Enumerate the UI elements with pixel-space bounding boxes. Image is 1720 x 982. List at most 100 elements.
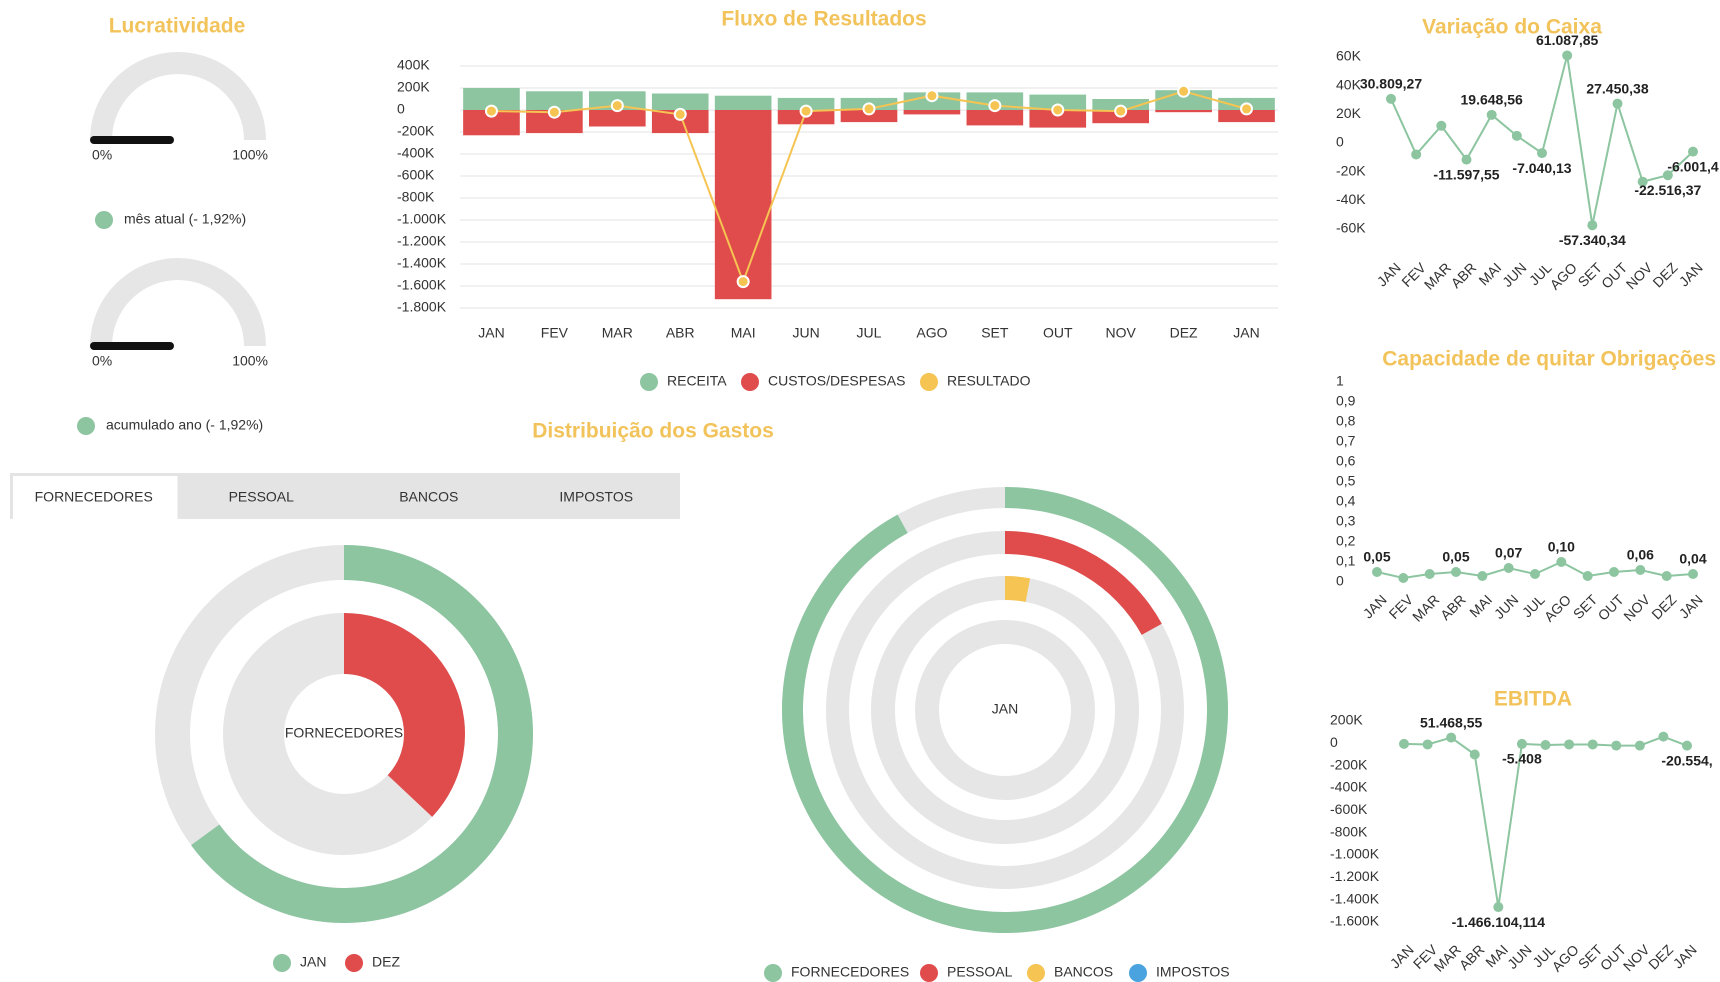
tab[interactable]: BANCOS — [399, 489, 458, 505]
y-tick-label: 0,9 — [1336, 393, 1356, 409]
y-tick-label: -600K — [1330, 801, 1368, 817]
legend-marker — [920, 373, 938, 391]
x-tick-label: JUL — [857, 325, 882, 341]
y-tick-label: 20K — [1336, 105, 1362, 121]
y-tick-label: 60K — [1336, 48, 1362, 64]
legend-label: DEZ — [372, 954, 400, 970]
line-point — [484, 104, 498, 118]
chart-title: Fluxo de Resultados — [721, 8, 926, 31]
line-point — [1516, 738, 1527, 749]
legend-label: RECEITA — [667, 373, 727, 389]
x-tick-label: ABR — [1448, 259, 1480, 291]
legend-marker — [273, 954, 291, 972]
data-label: 0,05 — [1442, 549, 1469, 565]
y-tick-label: -200K — [397, 123, 435, 139]
y-tick-label: 0 — [397, 101, 405, 117]
ring-track — [915, 620, 1095, 800]
y-tick-label: 0,5 — [1336, 473, 1356, 489]
legend-marker — [1129, 964, 1147, 982]
y-tick-label: -1.400K — [397, 255, 447, 271]
x-tick-label: OUT — [1598, 259, 1631, 292]
line-point — [1469, 749, 1480, 760]
x-tick-label: MAI — [1475, 259, 1504, 288]
line-point — [1493, 902, 1504, 913]
y-tick-label: -1.600K — [397, 277, 447, 293]
line-point — [1436, 120, 1447, 131]
y-tick-label: -1.200K — [397, 233, 447, 249]
bar — [588, 110, 646, 127]
y-tick-label: -800K — [397, 189, 435, 205]
legend-marker — [345, 954, 363, 972]
y-tick-label: -40K — [1336, 191, 1366, 207]
gauge-min-label: 0% — [92, 353, 112, 369]
gauge-track — [90, 52, 266, 140]
gauge-max-label: 100% — [232, 147, 268, 163]
y-tick-label: -600K — [397, 167, 435, 183]
x-tick-label: JUN — [1504, 941, 1535, 972]
legend-marker — [764, 964, 782, 982]
line-point — [1682, 740, 1692, 751]
line-point — [1612, 98, 1623, 109]
legend-marker — [1027, 964, 1045, 982]
y-tick-label: -400K — [397, 145, 435, 161]
data-label: -20.554, — [1661, 752, 1712, 768]
tab[interactable]: IMPOSTOS — [559, 489, 633, 505]
legend-label: FORNECEDORES — [791, 964, 909, 980]
tab[interactable]: FORNECEDORES — [35, 489, 153, 505]
x-tick-label: SET — [1570, 591, 1601, 622]
line-point — [1658, 731, 1669, 742]
data-label: 30.809,27 — [1360, 76, 1422, 92]
line-point — [1451, 567, 1461, 577]
bar — [714, 95, 772, 110]
y-tick-label: -400K — [1330, 779, 1368, 795]
y-tick-label: 0,4 — [1336, 493, 1356, 509]
line-point — [1688, 569, 1698, 579]
legend-label: acumulado ano (- 1,92%) — [106, 417, 263, 433]
data-label: 0,06 — [1627, 547, 1654, 563]
line-point — [925, 89, 939, 103]
bar — [966, 110, 1024, 126]
x-tick-label: NOV — [1106, 325, 1137, 341]
line-point — [1530, 569, 1540, 579]
data-label: -6.001,4 — [1667, 158, 1719, 174]
y-tick-label: 0,6 — [1336, 453, 1356, 469]
y-tick-label: 200K — [1330, 712, 1363, 728]
x-tick-label: DEZ — [1648, 591, 1679, 622]
legend-marker — [77, 417, 95, 435]
data-label: -1.466.104,114 — [1452, 914, 1546, 930]
legend-label: CUSTOS/DESPESAS — [768, 373, 905, 389]
x-tick-label: JUN — [1499, 259, 1530, 290]
y-tick-label: 0,1 — [1336, 553, 1356, 569]
line-point — [1564, 739, 1575, 750]
line — [1403, 735, 1688, 908]
line-point — [1556, 557, 1567, 567]
bar — [714, 110, 772, 300]
x-tick-label: MAR — [1409, 591, 1442, 624]
line-point — [1114, 104, 1128, 118]
y-tick-label: -20K — [1336, 162, 1366, 178]
y-tick-label: -1.400K — [1330, 890, 1380, 906]
x-tick-label: JAN — [478, 325, 504, 341]
x-tick-label: JAN — [1670, 941, 1700, 971]
line-point — [547, 105, 561, 119]
line-point — [1562, 50, 1573, 61]
line-point — [736, 275, 750, 289]
legend-marker — [741, 373, 759, 391]
ring-value — [344, 613, 465, 817]
y-tick-label: -60K — [1336, 220, 1366, 236]
gauge-track — [90, 258, 266, 346]
line-point — [1587, 220, 1598, 231]
x-tick-label: ABR — [666, 325, 695, 341]
x-tick-label: MAR — [1421, 259, 1454, 292]
x-tick-label: JAN — [1374, 259, 1404, 289]
tab[interactable]: PESSOAL — [229, 489, 295, 505]
y-tick-label: 1 — [1336, 373, 1344, 389]
legend-marker — [640, 373, 658, 391]
data-label: 61.087,85 — [1536, 32, 1598, 48]
x-tick-label: AGO — [1541, 591, 1574, 624]
y-tick-label: 400K — [397, 57, 430, 73]
line-point — [1637, 176, 1648, 187]
x-tick-label: MAI — [1482, 941, 1511, 970]
y-tick-label: -1.200K — [1330, 868, 1380, 884]
